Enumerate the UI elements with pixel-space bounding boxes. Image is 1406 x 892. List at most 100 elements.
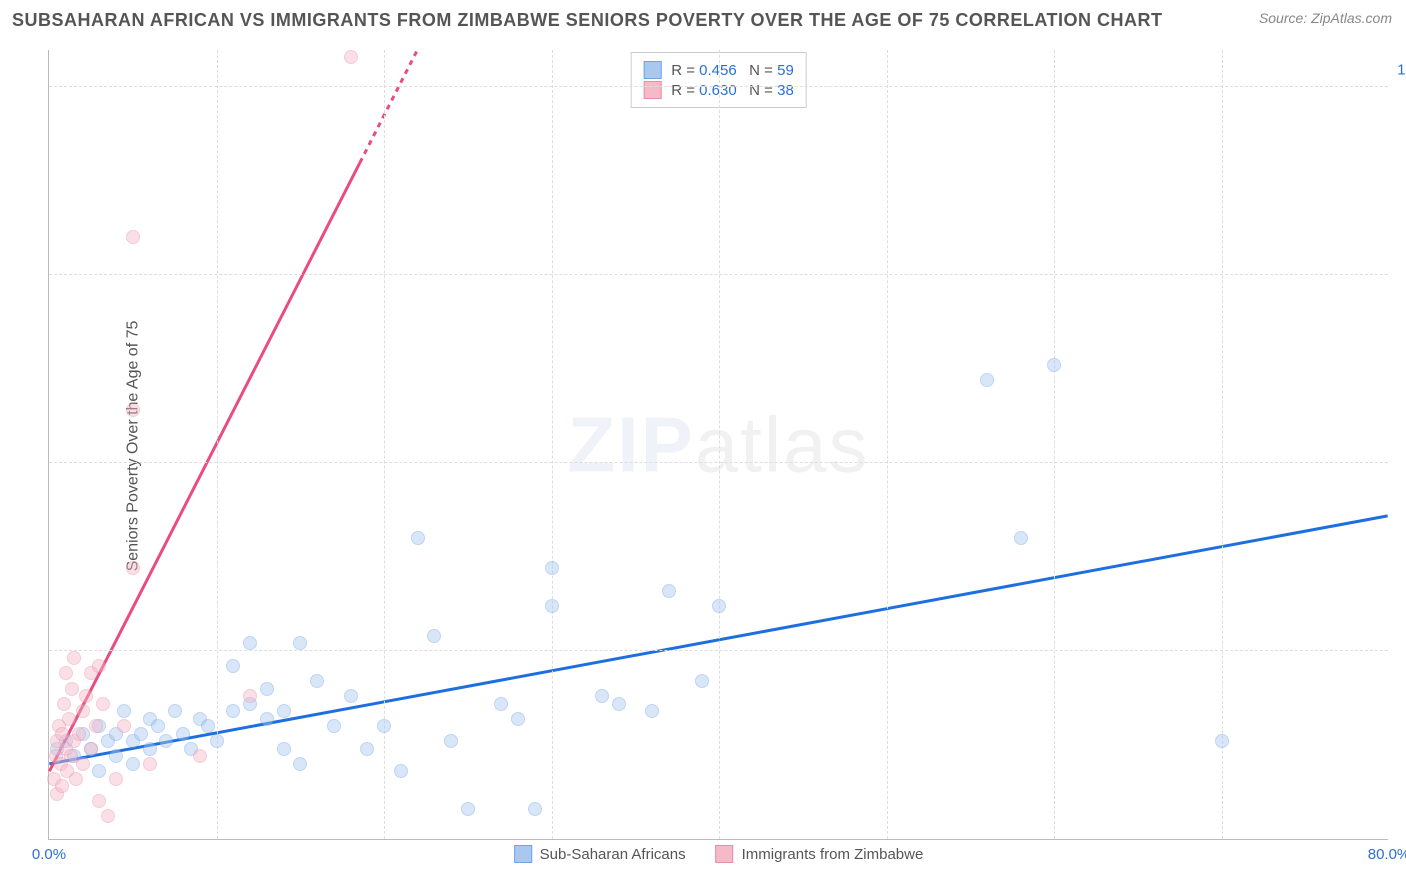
chart-title: SUBSAHARAN AFRICAN VS IMMIGRANTS FROM ZI… <box>12 10 1163 31</box>
data-point-zim <box>76 757 90 771</box>
legend-label-ssa: Sub-Saharan Africans <box>540 846 686 863</box>
y-tick-label: 75.0% <box>1393 249 1406 266</box>
gridline-v <box>217 50 218 839</box>
data-point-zim <box>59 666 73 680</box>
data-point-zim <box>117 719 131 733</box>
data-point-ssa <box>444 734 458 748</box>
legend-swatch-ssa <box>514 845 532 863</box>
legend-label-zim: Immigrants from Zimbabwe <box>742 846 924 863</box>
legend-item-ssa: Sub-Saharan Africans <box>514 845 686 863</box>
watermark-bold: ZIP <box>567 400 694 488</box>
data-point-ssa <box>327 719 341 733</box>
data-point-zim <box>76 704 90 718</box>
chart-container: SUBSAHARAN AFRICAN VS IMMIGRANTS FROM ZI… <box>0 0 1406 892</box>
data-point-ssa <box>427 629 441 643</box>
data-point-ssa <box>260 682 274 696</box>
data-point-ssa <box>394 764 408 778</box>
data-point-ssa <box>545 599 559 613</box>
data-point-ssa <box>168 704 182 718</box>
data-point-zim <box>344 50 358 64</box>
data-point-zim <box>65 682 79 696</box>
data-point-ssa <box>109 749 123 763</box>
data-point-ssa <box>159 734 173 748</box>
data-point-zim <box>89 719 103 733</box>
data-point-ssa <box>260 712 274 726</box>
data-point-ssa <box>151 719 165 733</box>
data-point-ssa <box>277 704 291 718</box>
y-tick-label: 100.0% <box>1393 61 1406 78</box>
data-point-ssa <box>980 373 994 387</box>
data-point-zim <box>79 689 93 703</box>
data-point-ssa <box>645 704 659 718</box>
data-point-ssa <box>344 689 358 703</box>
data-point-ssa <box>545 561 559 575</box>
data-point-zim <box>55 779 69 793</box>
data-point-ssa <box>1047 358 1061 372</box>
watermark-light: atlas <box>695 400 870 488</box>
data-point-ssa <box>377 719 391 733</box>
data-point-zim <box>143 757 157 771</box>
data-point-ssa <box>126 757 140 771</box>
data-point-ssa <box>662 584 676 598</box>
legend-item-zim: Immigrants from Zimbabwe <box>716 845 924 863</box>
x-tick-label: 0.0% <box>32 846 66 863</box>
data-point-ssa <box>411 531 425 545</box>
data-point-zim <box>92 659 106 673</box>
y-tick-label: 25.0% <box>1393 625 1406 642</box>
data-point-ssa <box>92 764 106 778</box>
gridline-v <box>1222 50 1223 839</box>
data-point-ssa <box>511 712 525 726</box>
data-point-ssa <box>712 599 726 613</box>
data-point-ssa <box>143 742 157 756</box>
data-point-ssa <box>277 742 291 756</box>
data-point-ssa <box>293 757 307 771</box>
data-point-ssa <box>201 719 215 733</box>
data-point-ssa <box>117 704 131 718</box>
data-point-ssa <box>1215 734 1229 748</box>
data-point-ssa <box>210 734 224 748</box>
data-point-zim <box>84 742 98 756</box>
data-point-zim <box>96 697 110 711</box>
data-point-ssa <box>134 727 148 741</box>
legend-swatch-ssa <box>643 61 661 79</box>
data-point-zim <box>126 230 140 244</box>
y-tick-label: 50.0% <box>1393 437 1406 454</box>
data-point-zim <box>126 561 140 575</box>
gridline-v <box>719 50 720 839</box>
stat-legend-text-zim: R = 0.630 N = 38 <box>671 82 794 99</box>
gridline-v <box>887 50 888 839</box>
data-point-zim <box>109 772 123 786</box>
data-point-ssa <box>226 704 240 718</box>
data-point-ssa <box>494 697 508 711</box>
series-legend: Sub-Saharan Africans Immigrants from Zimb… <box>514 845 924 863</box>
data-point-zim <box>101 809 115 823</box>
data-point-ssa <box>226 659 240 673</box>
data-point-zim <box>193 749 207 763</box>
data-point-ssa <box>528 802 542 816</box>
data-point-zim <box>72 727 86 741</box>
data-point-ssa <box>176 727 190 741</box>
data-point-zim <box>126 403 140 417</box>
data-point-zim <box>67 651 81 665</box>
x-tick-label: 80.0% <box>1368 846 1406 863</box>
data-point-ssa <box>1014 531 1028 545</box>
data-point-zim <box>243 689 257 703</box>
data-point-ssa <box>612 697 626 711</box>
data-point-zim <box>57 697 71 711</box>
data-point-ssa <box>595 689 609 703</box>
stat-legend-text-ssa: R = 0.456 N = 59 <box>671 62 794 79</box>
data-point-zim <box>92 794 106 808</box>
plot-area: ZIPatlas R = 0.456 N = 59 R = 0.630 N = 3… <box>48 50 1388 840</box>
legend-swatch-zim <box>643 81 661 99</box>
data-point-ssa <box>243 636 257 650</box>
source-attribution: Source: ZipAtlas.com <box>1259 10 1392 26</box>
data-point-ssa <box>695 674 709 688</box>
data-point-ssa <box>293 636 307 650</box>
data-point-zim <box>69 772 83 786</box>
gridline-v <box>552 50 553 839</box>
gridline-v <box>1054 50 1055 839</box>
data-point-zim <box>62 712 76 726</box>
data-point-ssa <box>461 802 475 816</box>
legend-swatch-zim <box>716 845 734 863</box>
data-point-ssa <box>310 674 324 688</box>
